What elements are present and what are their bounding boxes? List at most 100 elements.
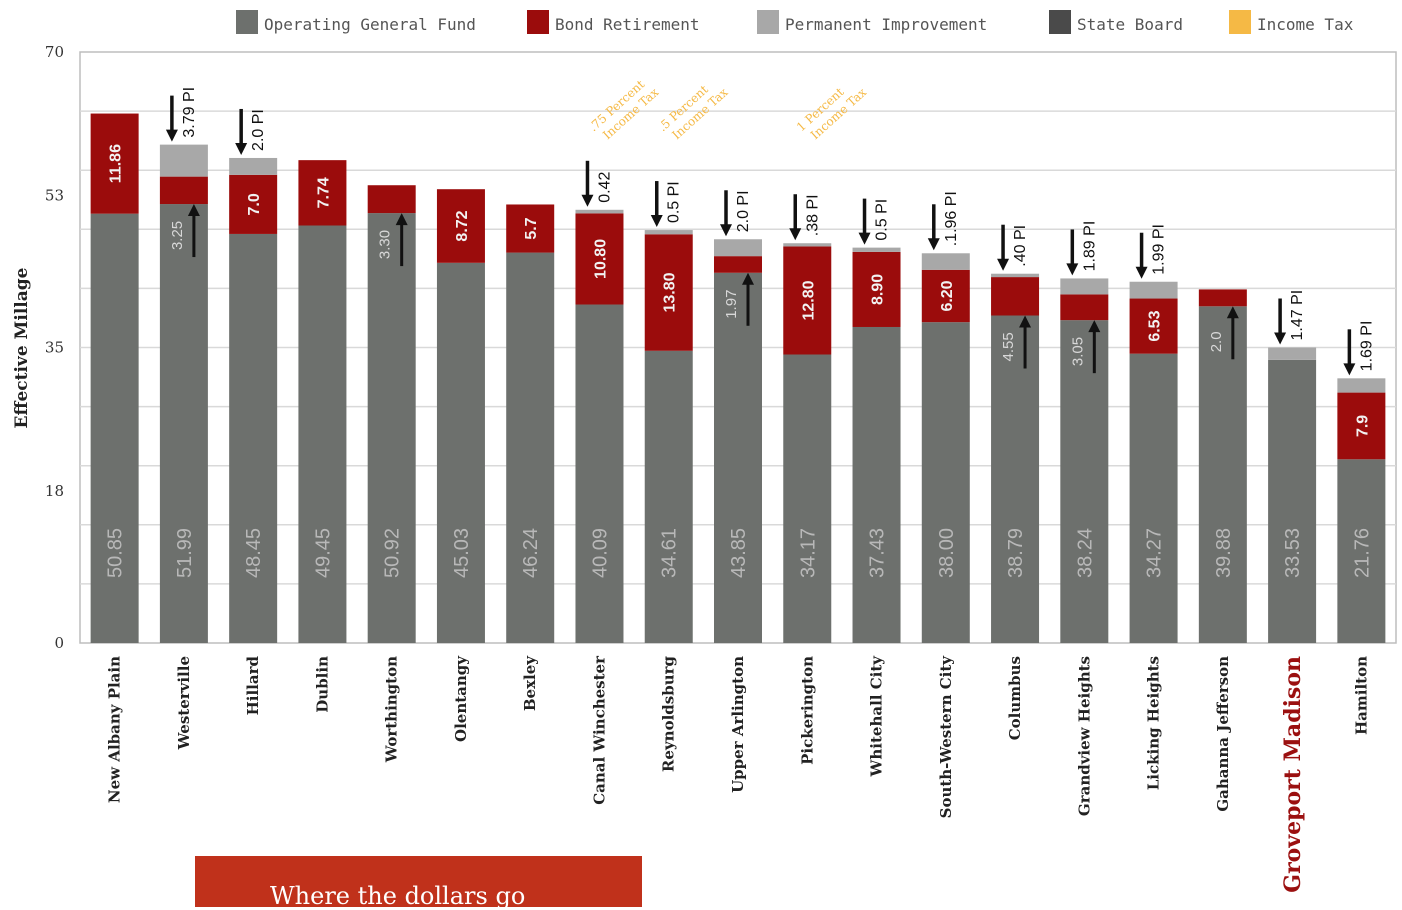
improvement-value-label: .40 PI — [1012, 225, 1029, 267]
category-label: Westerville — [175, 656, 193, 750]
bar-operating — [575, 304, 624, 643]
bar-operating — [921, 322, 970, 643]
category-label: Worthington — [383, 656, 401, 763]
down-arrow-head — [650, 215, 663, 228]
down-arrow-head — [1343, 363, 1356, 376]
bar-operating — [1268, 359, 1317, 643]
improvement-value-label: 2.0 PI — [250, 109, 267, 151]
down-arrow-head — [789, 228, 802, 241]
bar-operating — [367, 213, 416, 643]
y-tick-label: 53 — [45, 187, 64, 205]
bars: 50.85 11.86 51.99 3.25 3.79 PI 48.45 7.0 2.0 PI… — [90, 87, 1386, 644]
up-arrow-head — [1019, 315, 1032, 328]
category-label: Reynoldsburg — [660, 655, 678, 772]
bar-bond — [229, 174, 278, 234]
bar-operating — [436, 262, 485, 643]
bar-improvement — [991, 273, 1040, 278]
improvement-value-label: 1.69 PI — [1358, 321, 1375, 372]
bar-operating — [90, 213, 139, 643]
down-arrow-head — [1066, 263, 1079, 276]
bar-improvement — [852, 247, 901, 252]
bar-group: 45.03 8.72 — [436, 189, 485, 643]
down-arrow-head — [1135, 266, 1148, 279]
bar-group: 50.85 11.86 — [90, 113, 139, 643]
category-label: Upper Arlington — [729, 656, 747, 793]
improvement-value-label: .38 PI — [804, 194, 821, 236]
operating-value-label: 37.43 — [867, 528, 889, 578]
section-banner: Where the dollars go — [195, 856, 642, 910]
bar-operating — [1129, 353, 1178, 643]
bar-operating — [714, 272, 762, 643]
bar-operating — [159, 204, 208, 644]
category-label: Hillard — [244, 656, 262, 716]
bar-improvement — [1060, 278, 1109, 295]
bar-improvement — [714, 239, 762, 257]
bar-group: 21.76 7.9 1.69 PI — [1337, 321, 1386, 643]
operating-value-label: 38.79 — [1005, 528, 1027, 578]
category-label: Whitehall City — [868, 655, 886, 778]
improvement-value-label: 1.99 PI — [1151, 224, 1168, 275]
category-label: Grandview Heights — [1075, 656, 1093, 816]
down-arrow-head — [165, 129, 178, 142]
category-label: Gahanna Jefferson — [1214, 656, 1232, 812]
up-arrow-head — [742, 272, 754, 285]
bond-value-label: 1.97 — [723, 290, 740, 319]
bar-improvement — [644, 230, 693, 235]
operating-value-label: 39.88 — [1213, 528, 1235, 578]
bond-value-label: 3.30 — [377, 230, 394, 259]
legend-label: Operating General Fund — [264, 15, 476, 34]
bar-bond — [852, 251, 901, 327]
operating-value-label: 34.17 — [797, 528, 819, 578]
chart-legend: Operating General Fund Bond Retirement Per… — [236, 10, 1354, 34]
bond-value-label: 3.25 — [169, 221, 186, 250]
bar-improvement — [575, 209, 624, 214]
bar-bond — [714, 256, 762, 273]
category-label: New Albany Plain — [106, 656, 124, 803]
legend-label: Bond Retirement — [555, 15, 700, 34]
bar-group: 38.24 3.05 1.89 PI — [1060, 221, 1109, 643]
bar-group: 38.79 4.55 .40 PI — [991, 224, 1040, 643]
operating-value-label: 38.24 — [1074, 528, 1096, 578]
category-label: Olentangy — [452, 655, 470, 742]
bond-value-label: 6.53 — [1147, 310, 1164, 341]
bar-group: 48.45 7.0 2.0 PI — [229, 108, 278, 643]
up-arrow-head — [395, 213, 408, 226]
bar-operating — [506, 252, 555, 643]
bar-group: 38.00 6.20 .1.96 PI — [921, 191, 970, 643]
bar-bond — [991, 277, 1040, 316]
legend-label: Income Tax — [1257, 15, 1354, 34]
legend-swatch — [236, 10, 258, 34]
legend-swatch — [757, 10, 779, 34]
bond-value-label: 4.55 — [1000, 332, 1017, 361]
bar-bond — [575, 213, 624, 305]
bar-operating — [229, 233, 278, 643]
bar-bond — [367, 185, 416, 214]
bond-value-label: 10.80 — [592, 239, 609, 279]
bar-bond — [1337, 392, 1386, 460]
down-arrow-head — [581, 194, 594, 207]
improvement-value-label: .1.96 PI — [943, 191, 960, 246]
down-arrow-head — [720, 224, 732, 237]
operating-value-label: 45.03 — [451, 528, 473, 578]
bond-value-label: 12.80 — [800, 280, 817, 320]
bar-operating — [1060, 320, 1109, 643]
bond-value-label: 8.90 — [870, 274, 887, 305]
bar-group: 34.61 13.80 0.5 PI — [644, 181, 693, 643]
bar-operating — [991, 315, 1040, 643]
category-label: Hamilton — [1352, 656, 1370, 735]
bond-value-label: 2.0 — [1208, 331, 1225, 352]
bar-operating — [783, 354, 832, 643]
bar-operating — [852, 326, 901, 643]
bond-value-label: 7.74 — [315, 177, 332, 208]
bar-group: 40.09 10.80 0.42 — [575, 160, 624, 643]
bar-group: 51.99 3.25 3.79 PI — [159, 87, 208, 644]
category-label-highlight: Groveport Madison — [1280, 656, 1306, 893]
improvement-value-label: 0.5 PI — [874, 199, 891, 241]
category-label: Licking Heights — [1145, 656, 1163, 790]
bar-bond — [90, 113, 139, 214]
bar-improvement — [1337, 378, 1386, 393]
bar-bond — [1198, 289, 1247, 307]
operating-value-label: 43.85 — [728, 528, 750, 578]
operating-value-label: 34.27 — [1144, 528, 1166, 578]
